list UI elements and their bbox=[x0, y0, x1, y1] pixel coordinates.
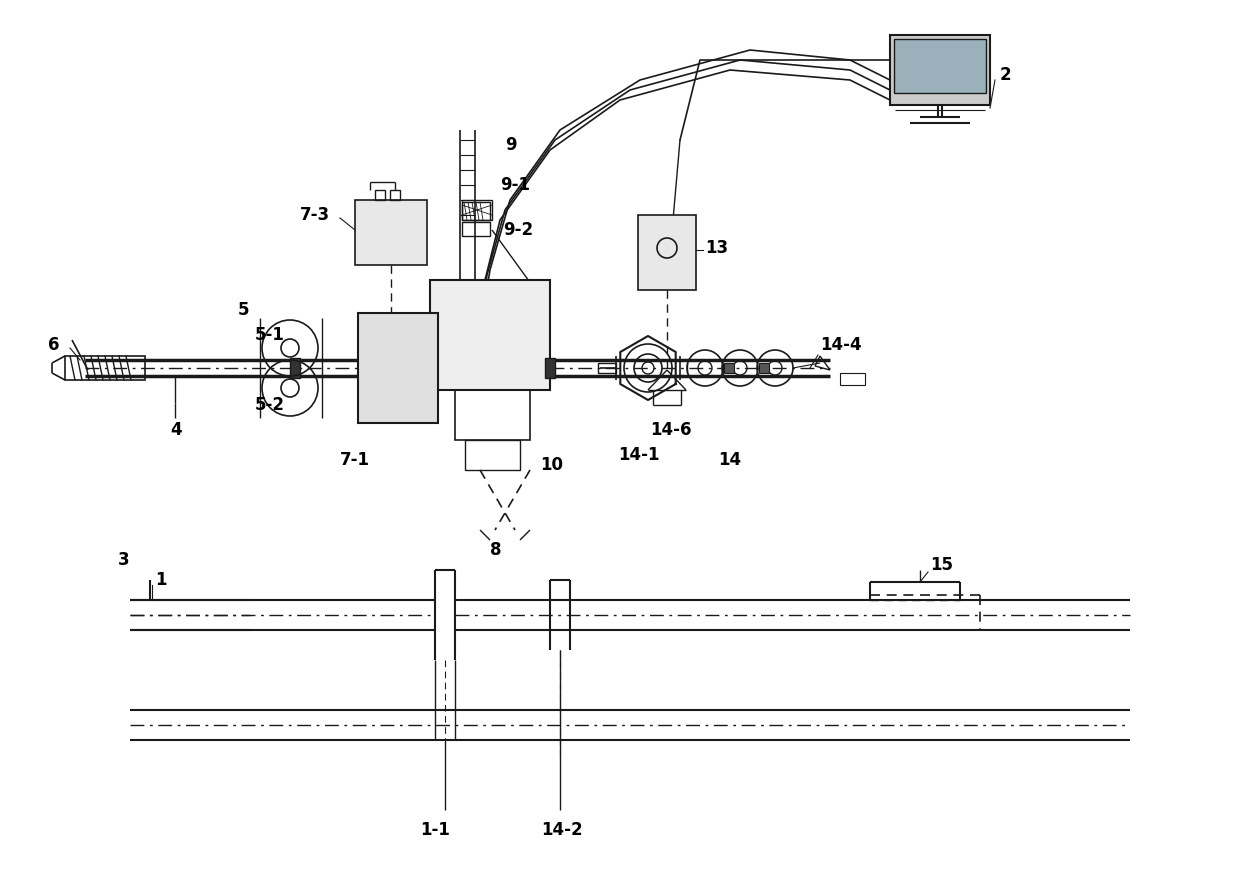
Text: 5-2: 5-2 bbox=[255, 396, 285, 414]
Bar bbox=[724, 363, 734, 373]
Text: 15: 15 bbox=[930, 556, 954, 574]
Text: 3: 3 bbox=[118, 551, 130, 569]
Text: 9: 9 bbox=[505, 136, 517, 154]
Bar bbox=[598, 363, 616, 373]
Bar bbox=[463, 202, 490, 220]
Text: 10: 10 bbox=[539, 456, 563, 474]
Bar bbox=[463, 222, 490, 236]
Text: 13: 13 bbox=[706, 239, 728, 257]
Text: 14-6: 14-6 bbox=[650, 421, 692, 439]
Text: 14-1: 14-1 bbox=[618, 446, 660, 464]
Bar bbox=[391, 190, 401, 200]
Bar bbox=[894, 39, 986, 93]
Bar bbox=[463, 200, 492, 220]
Text: 1-1: 1-1 bbox=[420, 821, 450, 839]
Bar bbox=[759, 363, 769, 373]
Text: 4: 4 bbox=[170, 421, 181, 439]
Bar bbox=[890, 35, 990, 105]
Text: 5-1: 5-1 bbox=[255, 326, 285, 344]
Text: 7-1: 7-1 bbox=[340, 451, 370, 469]
Text: 5: 5 bbox=[238, 301, 249, 319]
Bar bbox=[455, 390, 529, 440]
Bar bbox=[64, 356, 145, 380]
Text: 9-1: 9-1 bbox=[500, 176, 529, 194]
Bar bbox=[639, 215, 696, 290]
Bar bbox=[425, 358, 435, 378]
Text: 1: 1 bbox=[155, 571, 166, 589]
Bar bbox=[358, 313, 438, 423]
Bar bbox=[430, 280, 551, 390]
Text: 14-4: 14-4 bbox=[820, 336, 862, 354]
Text: 14-2: 14-2 bbox=[541, 821, 583, 839]
Bar bbox=[546, 358, 556, 378]
Text: 2: 2 bbox=[999, 66, 1012, 84]
Bar bbox=[374, 190, 384, 200]
Text: 7-3: 7-3 bbox=[300, 206, 330, 224]
Text: 8: 8 bbox=[490, 541, 501, 559]
Bar bbox=[355, 200, 427, 265]
Text: 14: 14 bbox=[718, 451, 742, 469]
Bar bbox=[465, 440, 520, 470]
Text: 6: 6 bbox=[48, 336, 60, 354]
Text: 9-2: 9-2 bbox=[503, 221, 533, 239]
Bar bbox=[290, 358, 300, 378]
Bar bbox=[839, 373, 866, 385]
